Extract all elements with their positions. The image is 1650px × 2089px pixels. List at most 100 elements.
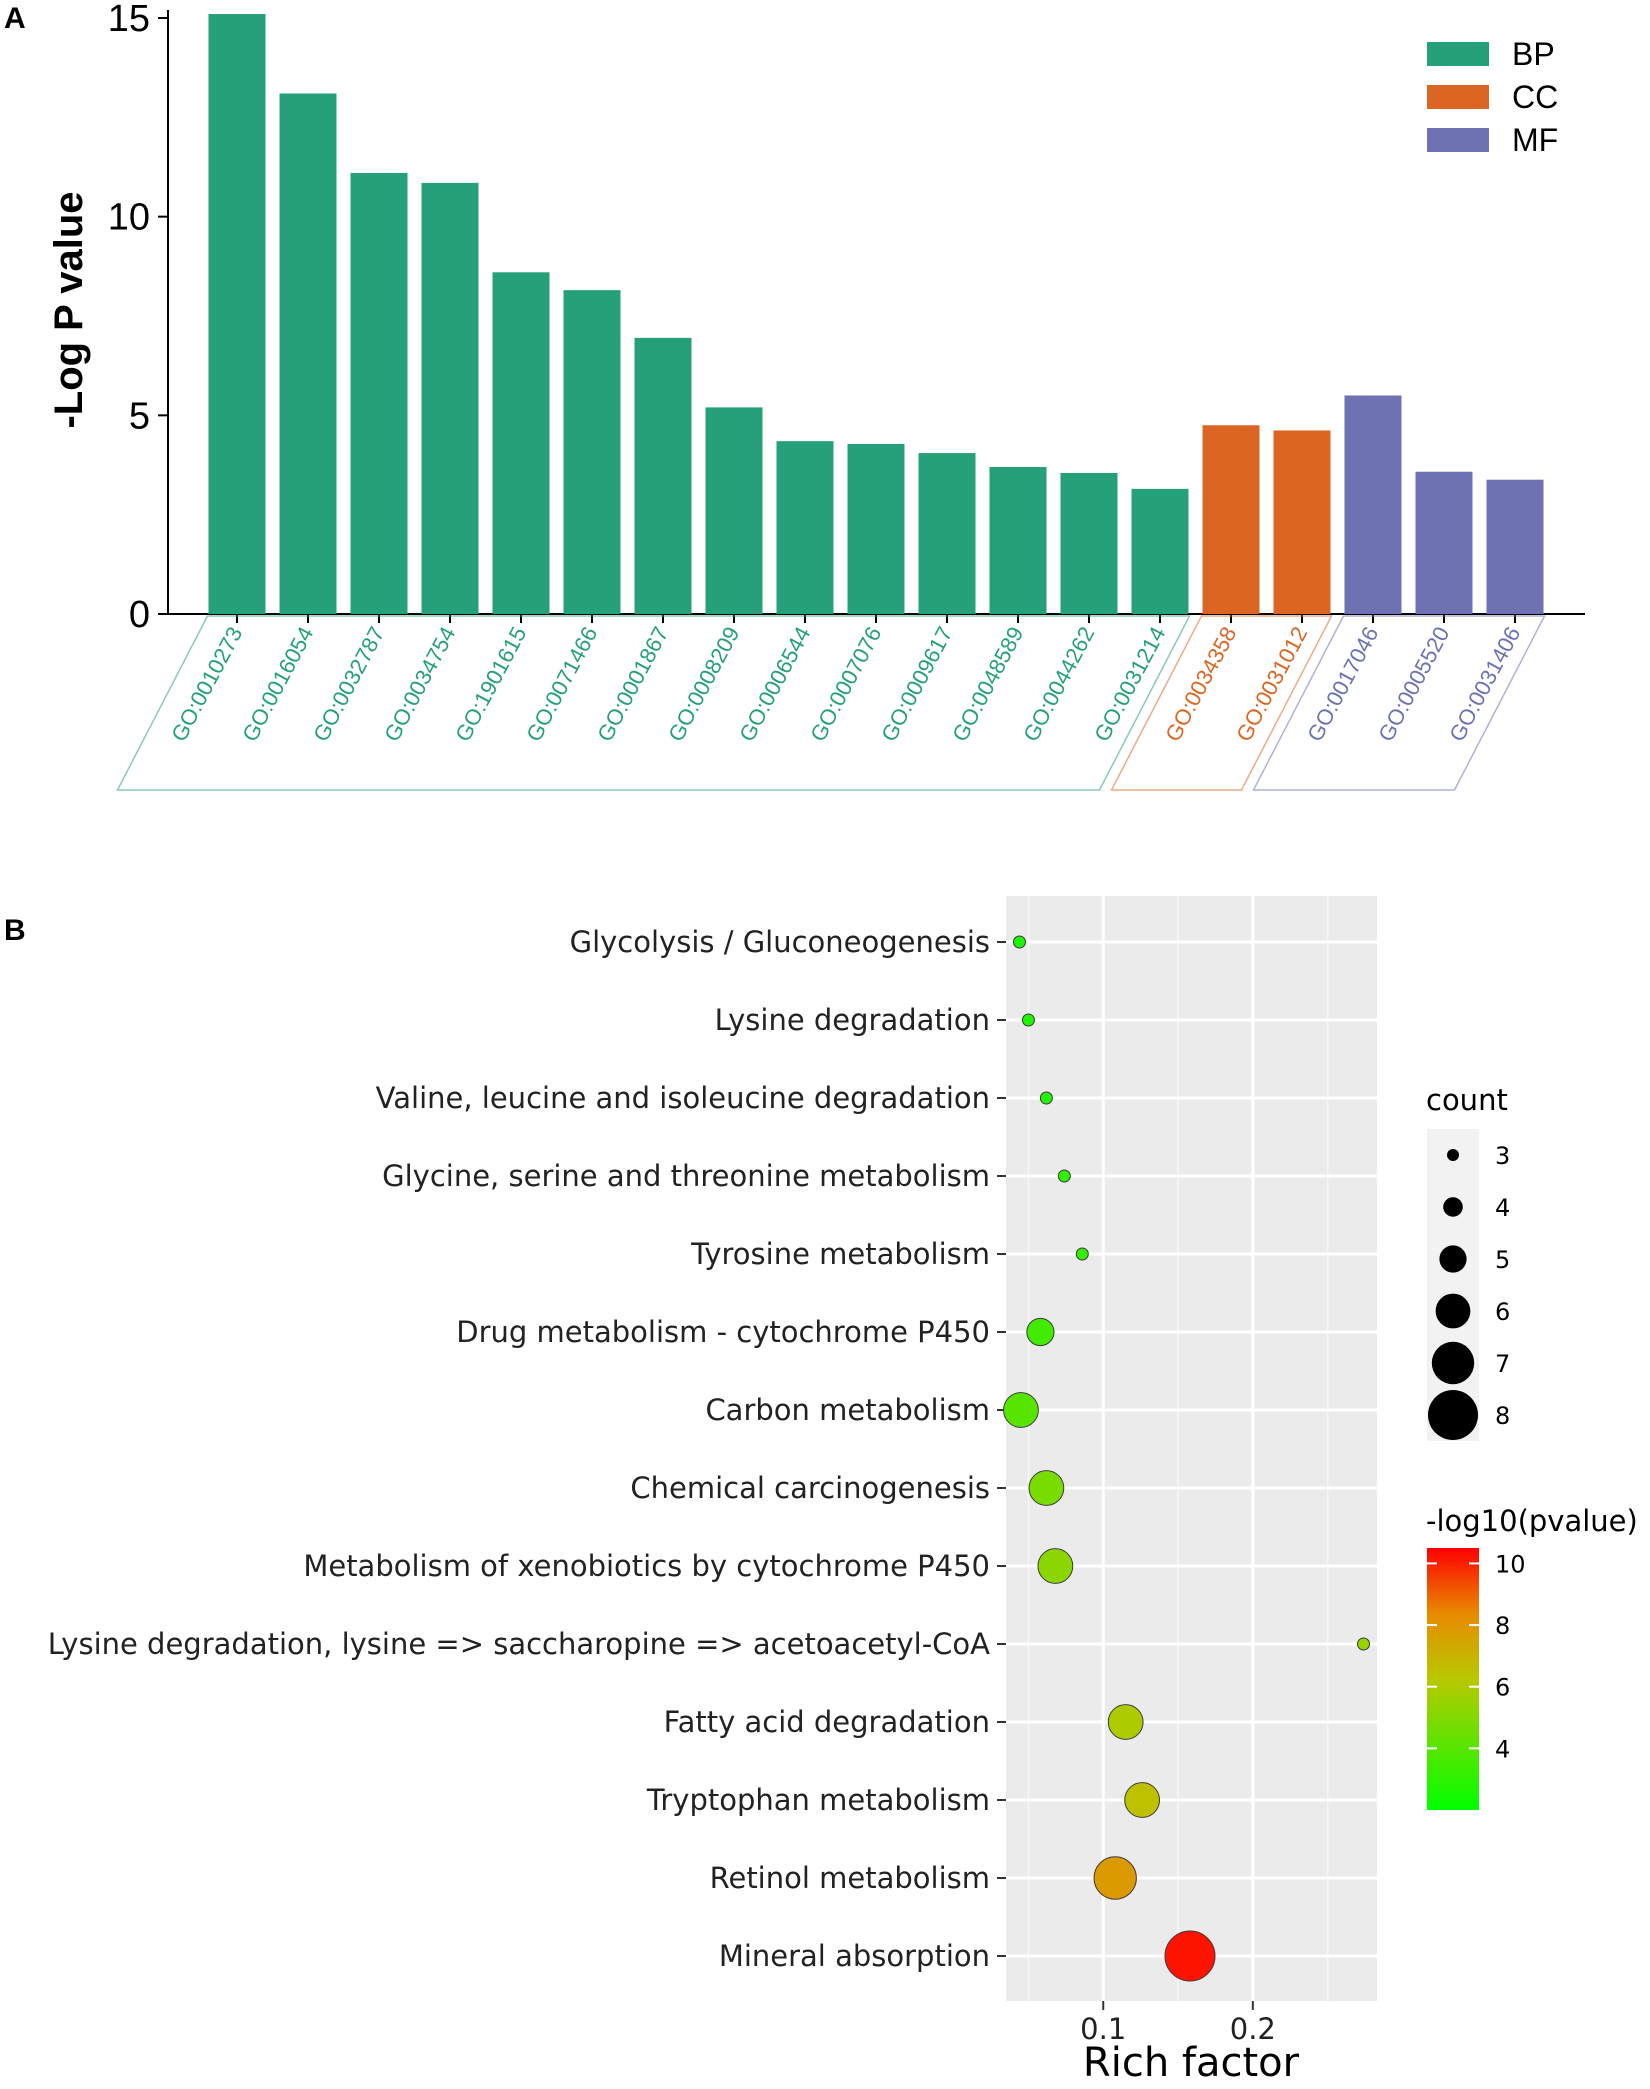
- x-axis: 0.1 0.2: [1080, 2001, 1276, 2046]
- x-tick-label: GO:0001867: [592, 623, 673, 746]
- legend-count-title: count: [1426, 1083, 1508, 1117]
- bubble-point: [1357, 1637, 1371, 1651]
- bar-go-0031214: [1131, 488, 1189, 614]
- legend-count-label: 8: [1495, 1402, 1510, 1430]
- x-tick-label: GO:0017046: [1302, 623, 1383, 746]
- bar-go-0017046: [1344, 395, 1402, 614]
- legend-count-label: 6: [1495, 1298, 1510, 1326]
- panel-b-kegg-bubble-chart: B Glycolysis / Gluconeogenesis Lysine deg…: [4, 896, 1638, 2086]
- x-tick-label: GO:0007076: [805, 623, 886, 746]
- bubble-point: [1124, 1782, 1161, 1818]
- group-box-mf: [1252, 615, 1546, 791]
- pathway-label: Chemical carcinogenesis: [630, 1471, 990, 1505]
- x-tick-label: 0.2: [1230, 2012, 1276, 2046]
- bar-go-0031012: [1273, 430, 1331, 614]
- pathway-label: Glycine, serine and threonine metabolism: [382, 1159, 990, 1193]
- bar-go-0032787: [350, 172, 408, 614]
- x-tick-label: GO:0032787: [308, 623, 389, 746]
- x-tick-label: GO:0008209: [663, 623, 744, 746]
- bar-go-0007076: [847, 443, 905, 614]
- legend-swatch-bp: [1427, 42, 1489, 66]
- bar-go-0044262: [1060, 472, 1118, 614]
- bubble-point: [1021, 1013, 1035, 1027]
- x-tick-label: GO:0071466: [521, 623, 602, 746]
- bar-go-0001867: [634, 337, 692, 614]
- legend-count-dot: [1443, 1197, 1463, 1217]
- y-tick-label: 5: [129, 395, 150, 437]
- legend-count-dot: [1439, 1245, 1467, 1273]
- panel-label-a: A: [4, 2, 26, 35]
- legend-count-label: 5: [1495, 1246, 1510, 1274]
- y-axis-pathway-labels: Glycolysis / Gluconeogenesis Lysine degra…: [48, 925, 1006, 1973]
- bubbles: [1003, 935, 1371, 1982]
- pathway-label: Fatty acid degradation: [664, 1705, 990, 1739]
- bars: [168, 14, 1585, 623]
- legend-count: count 3 4 5 6 7 8: [1426, 1083, 1510, 1441]
- legend-pvalue: -log10(pvalue) 4 6 8 10: [1426, 1504, 1638, 1810]
- pathway-label: Retinol metabolism: [710, 1861, 990, 1895]
- bar-go-0006544: [776, 441, 834, 614]
- x-tick-label: GO:0010273: [166, 623, 247, 746]
- bubble-point: [1107, 1704, 1144, 1740]
- panel-label-b: B: [4, 914, 26, 947]
- x-tick-label: GO:0034754: [379, 623, 460, 746]
- pathway-label: Glycolysis / Gluconeogenesis: [570, 925, 990, 959]
- bar-go-0034754: [421, 182, 479, 615]
- x-axis-labels: GO:0010273GO:0016054GO:0032787GO:0034754…: [116, 615, 1546, 791]
- bubble-point: [1093, 1856, 1137, 1900]
- group-box-bp: [116, 615, 1191, 791]
- x-tick-label: GO:0005520: [1373, 623, 1454, 746]
- pathway-label: Valine, leucine and isoleucine degradati…: [376, 1081, 990, 1115]
- legend-count-dot: [1428, 1390, 1478, 1440]
- pathway-label: Drug metabolism - cytochrome P450: [456, 1315, 990, 1349]
- pathway-label: Mineral absorption: [719, 1939, 990, 1973]
- bubble-point: [1028, 1470, 1065, 1506]
- x-axis-title: Rich factor: [1083, 2040, 1300, 2086]
- bar-go-0034358: [1202, 425, 1260, 614]
- legend-label-mf: MF: [1512, 122, 1558, 158]
- colorbar-label: 4: [1495, 1735, 1510, 1763]
- pathway-label: Tryptophan metabolism: [646, 1783, 990, 1817]
- bar-go-0009617: [918, 453, 976, 614]
- bar-go-0008209: [705, 407, 763, 614]
- x-tick-label: GO:0006544: [734, 623, 815, 746]
- panel-a-go-bar-chart: A -Log P value 0 5 10 15 GO:0010273GO:00160…: [4, 0, 1585, 791]
- pathway-label: Lysine degradation: [715, 1003, 990, 1037]
- bar-go-1901615: [492, 272, 550, 614]
- bubble-point: [1164, 1930, 1216, 1982]
- x-tick-label: GO:0044262: [1018, 623, 1099, 746]
- bar-go-0016054: [279, 93, 337, 614]
- bar-go-0005520: [1415, 471, 1473, 614]
- legend-count-dot: [1435, 1293, 1471, 1329]
- y-tick-label: 0: [129, 594, 150, 636]
- bar-go-0031406: [1486, 479, 1544, 614]
- pathway-label: Metabolism of xenobiotics by cytochrome …: [303, 1549, 990, 1583]
- legend-count-label: 3: [1495, 1142, 1510, 1170]
- pathway-label: Carbon metabolism: [705, 1393, 990, 1427]
- x-tick-label: 0.1: [1080, 2012, 1126, 2046]
- group-box-cc: [1110, 615, 1333, 791]
- x-tick-label: GO:1901615: [450, 623, 531, 746]
- plot-background: [1006, 896, 1377, 2001]
- legend-swatch-cc: [1427, 85, 1489, 109]
- y-axis: 0 5 10 15: [108, 0, 169, 636]
- bubble-point: [1075, 1247, 1089, 1261]
- x-tick-label: GO:0031406: [1444, 623, 1525, 746]
- bubble-point: [1003, 1392, 1039, 1428]
- colorbar-label: 10: [1495, 1550, 1526, 1578]
- y-axis-title: -Log P value: [47, 191, 91, 428]
- bubble-point: [1037, 1548, 1074, 1584]
- bubble-point: [1057, 1169, 1071, 1183]
- y-tick-label: 15: [108, 0, 150, 40]
- pathway-label: Lysine degradation, lysine => saccharopi…: [48, 1627, 990, 1661]
- bubble-point: [1026, 1317, 1055, 1347]
- legend-go-categories: BP CC MF: [1427, 36, 1558, 158]
- legend-count-label: 7: [1495, 1350, 1510, 1378]
- gridlines: [1006, 896, 1377, 2001]
- y-tick-label: 10: [108, 197, 150, 239]
- legend-pvalue-title: -log10(pvalue): [1426, 1504, 1638, 1538]
- bar-go-0048589: [989, 466, 1047, 614]
- bubble-point: [1012, 935, 1026, 949]
- x-tick-label: GO:0009617: [876, 623, 957, 746]
